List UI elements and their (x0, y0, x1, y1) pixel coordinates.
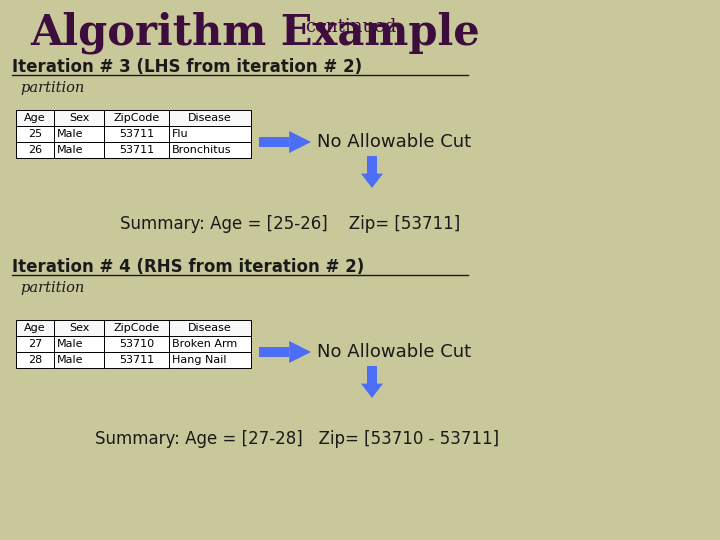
Bar (259, 347, 289, 356)
Text: Iteration # 3 (LHS from iteration # 2): Iteration # 3 (LHS from iteration # 2) (12, 58, 362, 76)
Bar (104, 142, 169, 158)
Polygon shape (361, 173, 383, 188)
Text: No Allowable Cut: No Allowable Cut (317, 343, 471, 361)
Bar (169, 352, 251, 368)
Bar (54, 126, 104, 142)
Bar (16, 336, 54, 352)
Bar (54, 320, 104, 336)
Bar (169, 320, 251, 336)
Bar (367, 156, 377, 173)
Text: Male: Male (57, 145, 84, 155)
Text: Algorithm Example: Algorithm Example (30, 12, 480, 55)
Text: Disease: Disease (188, 113, 232, 123)
Bar (104, 352, 169, 368)
Bar (54, 336, 104, 352)
Bar (104, 336, 169, 352)
Text: Age: Age (24, 323, 46, 333)
Text: Sex: Sex (69, 113, 89, 123)
Bar (16, 352, 54, 368)
Bar (169, 142, 251, 158)
Text: Sex: Sex (69, 323, 89, 333)
Text: Male: Male (57, 339, 84, 349)
Bar (16, 126, 54, 142)
Bar (104, 320, 169, 336)
Polygon shape (361, 383, 383, 398)
Text: Flu: Flu (172, 129, 189, 139)
Text: 26: 26 (28, 145, 42, 155)
Text: Hang Nail: Hang Nail (172, 355, 227, 365)
Text: partition: partition (20, 281, 84, 295)
Text: Male: Male (57, 129, 84, 139)
Text: 53711: 53711 (119, 129, 154, 139)
Text: 27: 27 (28, 339, 42, 349)
Bar (169, 110, 251, 126)
Text: Broken Arm: Broken Arm (172, 339, 238, 349)
Text: ZipCode: ZipCode (113, 323, 160, 333)
Bar (169, 126, 251, 142)
Bar (54, 352, 104, 368)
Text: Bronchitus: Bronchitus (172, 145, 232, 155)
Text: Summary: Age = [27-28]   Zip= [53710 - 53711]: Summary: Age = [27-28] Zip= [53710 - 537… (95, 430, 499, 448)
Text: Iteration # 4 (RHS from iteration # 2): Iteration # 4 (RHS from iteration # 2) (12, 258, 364, 276)
Text: No Allowable Cut: No Allowable Cut (317, 133, 471, 151)
Bar (16, 110, 54, 126)
Text: Summary: Age = [25-26]    Zip= [53711]: Summary: Age = [25-26] Zip= [53711] (120, 215, 460, 233)
Text: continued: continued (305, 18, 397, 36)
Text: Male: Male (57, 355, 84, 365)
Text: 53711: 53711 (119, 355, 154, 365)
Bar (54, 142, 104, 158)
Text: 53711: 53711 (119, 145, 154, 155)
Text: Age: Age (24, 113, 46, 123)
Bar (169, 336, 251, 352)
Text: Disease: Disease (188, 323, 232, 333)
Text: 28: 28 (28, 355, 42, 365)
Text: 53710: 53710 (119, 339, 154, 349)
Bar (54, 110, 104, 126)
Bar (104, 110, 169, 126)
Bar (367, 366, 377, 383)
Bar (259, 137, 289, 147)
Bar (16, 320, 54, 336)
Bar (104, 126, 169, 142)
Polygon shape (289, 131, 311, 153)
Text: ZipCode: ZipCode (113, 113, 160, 123)
Text: 25: 25 (28, 129, 42, 139)
Bar (16, 142, 54, 158)
Polygon shape (289, 341, 311, 363)
Text: partition: partition (20, 81, 84, 95)
